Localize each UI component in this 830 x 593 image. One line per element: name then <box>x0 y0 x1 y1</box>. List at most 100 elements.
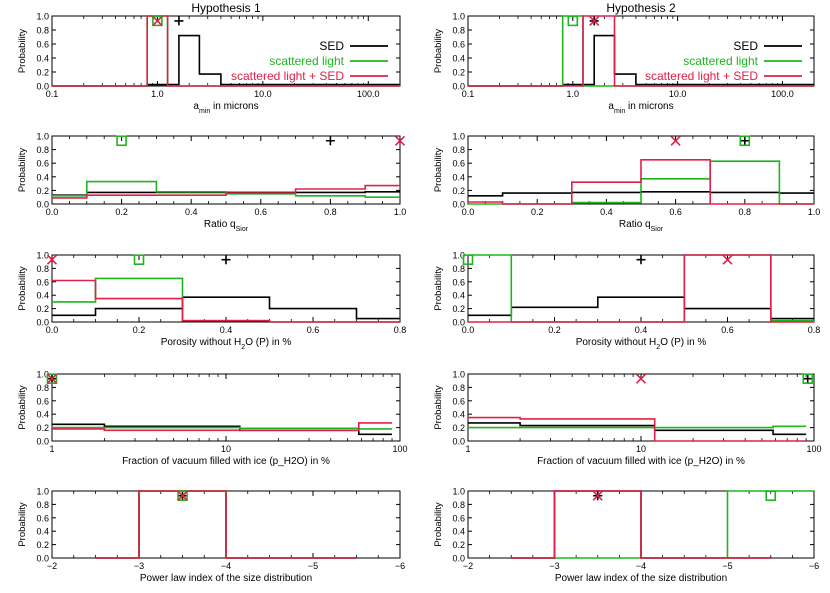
x-tick-label: 0.8 <box>739 207 752 217</box>
y-tick-label: 0.4 <box>452 54 465 64</box>
y-tick-label: 0.2 <box>452 423 465 433</box>
marker-scattered-light-sed <box>394 135 406 146</box>
x-tick-label: −5 <box>722 561 732 571</box>
y-tick-label: 0.6 <box>36 159 49 169</box>
series-line-scattered-light-sed <box>52 184 400 199</box>
y-tick-label: 0.8 <box>452 383 465 393</box>
y-tick-label: 0.0 <box>452 318 465 328</box>
legend-label: SED <box>319 39 344 53</box>
x-tick-label: −4 <box>636 561 646 571</box>
x-tick-label: 0.4 <box>185 207 198 217</box>
y-tick-label: 0.8 <box>452 500 465 510</box>
panel-title: Hypothesis 2 <box>606 1 676 15</box>
x-tick-label: 10 <box>221 444 231 454</box>
y-tick-label: 1.0 <box>36 370 49 380</box>
x-tick-label: 0.1 <box>46 89 59 99</box>
x-tick-label: −2 <box>47 561 57 571</box>
y-tick-label: 0.8 <box>452 145 465 155</box>
x-tick-label: 0.4 <box>635 325 648 335</box>
panel-title: Hypothesis 1 <box>191 1 261 15</box>
y-axis-label: Probability <box>433 266 444 311</box>
x-axis-label: Ratio qSior <box>204 219 249 233</box>
marker-scattered-light-sed <box>589 15 600 26</box>
series-line-scattered-light-sed <box>52 279 400 323</box>
y-tick-label: 0.0 <box>452 82 465 92</box>
x-tick-label: 0.4 <box>600 207 613 217</box>
marker-scattered-light-sed <box>46 254 58 265</box>
y-tick-label: 1.0 <box>36 487 49 497</box>
x-tick-label: 0.2 <box>115 207 128 217</box>
y-axis-label: Probability <box>17 29 28 74</box>
y-tick-label: 1.0 <box>452 370 465 380</box>
panel-9: 0.0 0.2 0.4 0.6 0.8 1.0 −2 −3 −4 −5 −6 Probability P… <box>17 487 405 585</box>
y-tick-label: 0.4 <box>36 172 49 182</box>
y-tick-label: 0.6 <box>452 159 465 169</box>
y-tick-label: 0.6 <box>452 396 465 406</box>
panel-8: 0.0 0.2 0.4 0.6 0.8 1.0 1 10 100 Probability Fract… <box>433 370 822 468</box>
y-axis-label: Probability <box>17 502 28 547</box>
x-axis-label: Porosity without H2O (P) in % <box>576 337 707 351</box>
x-tick-label: 100.0 <box>357 89 380 99</box>
panel-6: 0.0 0.2 0.4 0.6 0.8 1.0 0.0 0.2 0.4 0.6 0.8 Probabi… <box>433 251 820 351</box>
y-tick-label: 0.0 <box>452 437 465 447</box>
x-tick-label: 0.0 <box>462 325 475 335</box>
panel-2: Hypothesis 2 0.0 0.2 0.4 0.6 0.8 1.0 0.1 1.0 10.0… <box>433 1 815 115</box>
series-line-scattered-light <box>52 277 400 323</box>
y-tick-label: 0.2 <box>452 68 465 78</box>
y-tick-label: 0.8 <box>36 500 49 510</box>
y-tick-label: 0.6 <box>36 513 49 523</box>
series-line-scattered-light <box>468 254 814 323</box>
marker-scattered-light <box>177 490 188 501</box>
y-tick-label: 0.4 <box>36 410 49 420</box>
x-axis-label: Fraction of vacuum filled with ice (p_H2… <box>122 456 330 467</box>
y-tick-label: 0.2 <box>452 304 465 314</box>
x-tick-label: 0.6 <box>669 207 682 217</box>
y-tick-label: 0.8 <box>36 383 49 393</box>
x-tick-label: 0.8 <box>808 325 821 335</box>
plot-frame <box>51 254 401 323</box>
y-axis-label: Probability <box>17 385 28 430</box>
plot-frame <box>51 15 401 87</box>
marker-sed <box>221 255 231 265</box>
marker-scattered-light <box>133 254 145 265</box>
y-tick-label: 0.2 <box>36 186 49 196</box>
y-tick-label: 0.8 <box>36 145 49 155</box>
y-tick-label: 0.8 <box>452 264 465 274</box>
y-tick-label: 0.0 <box>36 437 49 447</box>
marker-scattered-light <box>567 15 579 27</box>
marker-scattered-light-sed <box>46 373 58 384</box>
plot-frame <box>467 254 815 323</box>
y-tick-label: 0.2 <box>452 186 465 196</box>
y-tick-label: 1.0 <box>36 132 49 142</box>
y-tick-label: 1.0 <box>452 251 465 261</box>
y-tick-label: 0.6 <box>36 40 49 50</box>
series-line-sed <box>468 34 814 87</box>
x-tick-label: 0.6 <box>721 325 734 335</box>
x-tick-label: 0.2 <box>133 325 146 335</box>
y-tick-label: 0.4 <box>452 410 465 420</box>
x-tick-label: −5 <box>308 561 318 571</box>
x-tick-label: −3 <box>549 561 559 571</box>
y-tick-label: 0.4 <box>36 291 49 301</box>
series-line-scattered-light <box>511 490 814 559</box>
y-tick-label: 0.2 <box>36 423 49 433</box>
x-tick-label: 100 <box>392 444 407 454</box>
series-line-scattered-light-sed <box>468 416 807 442</box>
x-tick-label: 1.0 <box>394 207 407 217</box>
x-tick-label: 0.4 <box>220 325 233 335</box>
x-tick-label: 1.0 <box>808 207 821 217</box>
x-tick-label: −6 <box>395 561 405 571</box>
marker-sed <box>325 136 335 146</box>
marker-scattered-light-sed <box>177 490 188 501</box>
y-tick-label: 0.8 <box>36 264 49 274</box>
marker-scattered-light <box>152 15 163 27</box>
x-tick-label: 100.0 <box>771 89 794 99</box>
y-tick-label: 0.2 <box>452 540 465 550</box>
y-tick-label: 0.6 <box>36 396 49 406</box>
x-tick-label: −4 <box>221 561 231 571</box>
x-tick-label: 0.0 <box>46 207 59 217</box>
y-axis-label: Probability <box>17 148 28 193</box>
series-line-sed <box>52 34 400 87</box>
series-line-scattered-light-sed <box>52 422 392 432</box>
